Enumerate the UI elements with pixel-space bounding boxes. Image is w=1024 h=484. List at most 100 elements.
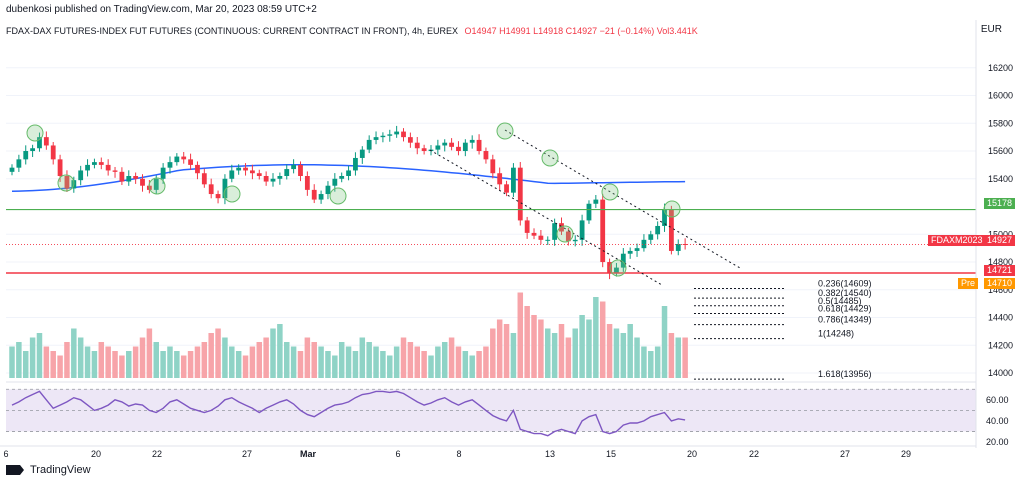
candle-body	[98, 162, 104, 165]
volume-bar	[64, 342, 70, 378]
candle-body	[37, 137, 42, 149]
candle-body	[270, 178, 276, 182]
volume-bar	[311, 342, 317, 378]
volume-bar	[462, 351, 469, 378]
footer-brand[interactable]: TradingView	[6, 464, 91, 476]
candle-body	[476, 139, 482, 152]
volume-bar	[325, 351, 331, 378]
fibonacci-levels: 0.236(14609)0.382(14540)0.5(14485)0.618(…	[694, 279, 872, 380]
candle-body	[57, 159, 63, 176]
price-tick-label: 14600	[988, 285, 1013, 295]
volume-bar	[194, 346, 201, 378]
volume-bar	[112, 351, 118, 378]
volume-bar	[84, 346, 91, 378]
candle-body	[449, 142, 454, 147]
volume-bar	[641, 346, 647, 378]
volume-bar	[71, 328, 77, 378]
highlight-circle	[556, 225, 574, 243]
candle-body	[30, 148, 36, 152]
currency-label[interactable]: EUR	[980, 24, 1002, 35]
symbol-tag: FDAXM2023	[928, 235, 986, 246]
rsi-tick-label: 40.00	[986, 416, 1009, 426]
candle-body	[648, 234, 654, 240]
pre-label-tag: Pre	[958, 278, 979, 289]
volume-bar	[270, 328, 276, 378]
volume-bar	[9, 346, 15, 378]
time-tick-label: 20	[687, 449, 697, 459]
rsi-tick-label: 60.00	[986, 395, 1009, 405]
candle-body	[517, 167, 523, 221]
volume-bar	[393, 346, 400, 378]
candle-body	[655, 225, 661, 235]
candle-body	[195, 164, 200, 174]
volume-bar	[648, 351, 654, 378]
ohlc-values: O14947 H14991 L14918 C14927 −21 (−0.14%)…	[464, 26, 698, 36]
volume-bar	[98, 342, 105, 378]
time-tick-label: 20	[91, 449, 101, 459]
volume-bar	[414, 346, 420, 378]
candlesticks	[9, 125, 688, 280]
candle-body	[284, 169, 290, 176]
candle-body	[9, 167, 15, 172]
annotations	[26, 122, 741, 286]
highlight-circle	[541, 149, 559, 167]
volume-bar	[318, 346, 324, 378]
candle-body	[366, 139, 372, 150]
candle-body	[559, 223, 564, 232]
candle-body	[236, 167, 242, 171]
volume-bar	[249, 346, 256, 378]
rsi-panel: 60.00 40.00 20.00	[6, 381, 1009, 447]
volume-bar	[77, 337, 84, 378]
candle-body	[256, 173, 262, 176]
volume-bar	[208, 333, 214, 378]
candle-body	[414, 142, 420, 149]
volume-bar	[380, 351, 386, 378]
volume-bar	[524, 306, 530, 378]
candle-body	[373, 137, 379, 140]
highlight-circle	[26, 124, 44, 142]
candle-body	[112, 170, 118, 172]
volume-bar	[455, 346, 462, 378]
volume-bar	[613, 328, 620, 378]
candle-body	[16, 159, 22, 168]
volume-bar	[572, 328, 578, 378]
volume-bar	[43, 346, 50, 378]
candle-body	[339, 176, 345, 179]
volume-bar	[682, 337, 688, 378]
volume-bar	[345, 346, 352, 378]
volume-bar	[565, 337, 572, 378]
candle-body	[504, 184, 509, 193]
pre-price-tag: 14710	[984, 278, 1016, 289]
volume-bar	[187, 351, 194, 378]
candle-body	[614, 267, 619, 274]
candle-body	[524, 220, 530, 233]
time-tick-label: 29	[901, 449, 911, 459]
candle-body	[346, 170, 351, 176]
candle-body	[215, 194, 221, 199]
volume-bar	[634, 337, 640, 378]
candle-body	[229, 170, 235, 179]
candle-body	[682, 244, 688, 245]
symbol-price-tag: 14927	[984, 235, 1016, 246]
volume-bar	[545, 328, 551, 378]
price-tick-label: 14200	[988, 340, 1013, 350]
candle-body	[43, 137, 49, 146]
volume-bar	[277, 324, 283, 378]
volume-bar	[146, 328, 153, 378]
volume-bar	[119, 355, 125, 378]
fib-label: 0.236(14609)	[818, 279, 872, 289]
candle-body	[105, 164, 111, 171]
tradingview-logo-icon	[6, 465, 24, 475]
volume-bar	[476, 351, 482, 378]
candle-body	[401, 131, 406, 138]
candle-body	[668, 209, 674, 251]
candle-body	[641, 239, 647, 249]
candle-body	[188, 159, 193, 165]
volume-bar	[490, 328, 496, 378]
volume-bar	[29, 337, 36, 378]
candle-body	[167, 162, 173, 168]
fib-label: 0.618(14429)	[818, 304, 872, 314]
candle-body	[153, 178, 159, 190]
candle-body	[140, 178, 145, 186]
time-axis: 6 20 22 27 Mar 6 8 13 15 20 22 27 29	[0, 445, 976, 459]
